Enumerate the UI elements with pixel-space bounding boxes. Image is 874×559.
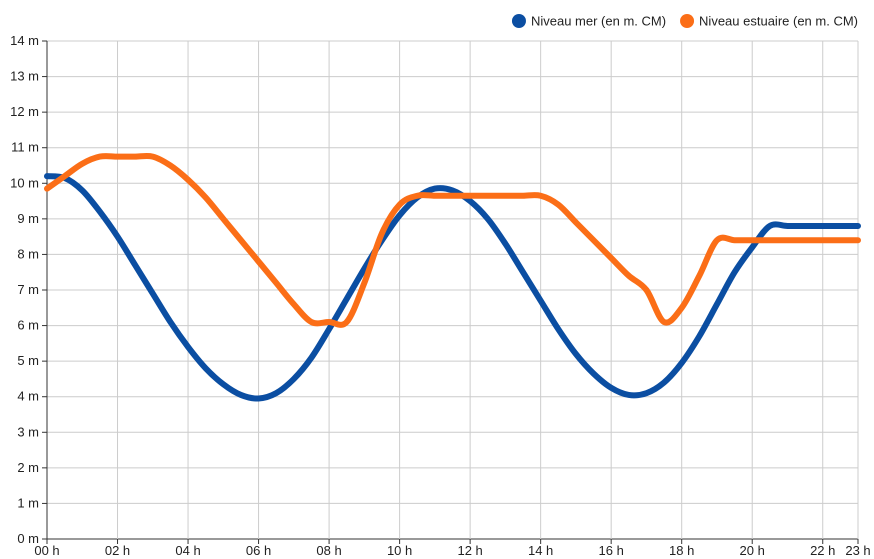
legend-label-niveau-estuaire-en-m-cm: Niveau estuaire (en m. CM) <box>699 14 858 29</box>
y-tick-label: 12 m <box>10 104 39 119</box>
x-tick-label: 10 h <box>387 543 412 558</box>
y-tick-label: 4 m <box>17 389 39 404</box>
x-tick-label: 14 h <box>528 543 553 558</box>
series-line-niveau-mer-en-m-cm <box>44 173 861 402</box>
x-tick-label: 18 h <box>669 543 694 558</box>
y-tick-label: 1 m <box>17 495 39 510</box>
y-tick-label: 13 m <box>10 69 39 84</box>
x-tick-label: 16 h <box>599 543 624 558</box>
series-line-niveau-estuaire-en-m-cm <box>44 152 861 328</box>
y-axis-ticks: 0 m 1 m 2 m 3 m 4 m 5 m 6 m 7 m 8 m 9 m 10 m 11 m 12… <box>10 33 39 546</box>
y-tick-label: 9 m <box>17 211 39 226</box>
x-tick-label: 02 h <box>105 543 130 558</box>
y-tick-label: 11 m <box>11 140 39 155</box>
y-tick-label: 3 m <box>17 424 39 439</box>
y-tick-label: 10 m <box>10 175 39 190</box>
series-group <box>44 152 861 402</box>
x-tick-label: 08 h <box>316 543 341 558</box>
x-tick-label: 00 h <box>34 543 59 558</box>
x-tick-label: 22 h <box>810 543 835 558</box>
legend-label-niveau-mer-en-m-cm: Niveau mer (en m. CM) <box>531 14 666 29</box>
x-tick-label: 20 h <box>740 543 765 558</box>
y-tick-label: 7 m <box>17 282 39 297</box>
x-axis-ticks: 00 h 02 h 04 h 06 h 08 h 10 h 12 h 14 h 16 h 18 h… <box>34 543 870 558</box>
x-tick-label: 23 h <box>845 543 870 558</box>
y-tick-label: 2 m <box>17 460 39 475</box>
y-tick-label: 14 m <box>10 33 39 48</box>
grid <box>42 40 859 544</box>
y-tick-label: 0 m <box>17 531 39 546</box>
x-tick-label: 06 h <box>246 543 271 558</box>
x-tick-label: 12 h <box>457 543 482 558</box>
y-tick-label: 8 m <box>17 246 39 261</box>
legend-swatch-niveau-mer-en-m-cm <box>511 14 526 28</box>
x-tick-label: 04 h <box>175 543 200 558</box>
legend: Niveau mer (en m. CM) Niveau estuaire (en… <box>511 14 858 29</box>
legend-swatch-niveau-estuaire-en-m-cm <box>680 14 695 28</box>
y-tick-label: 6 m <box>17 318 39 333</box>
y-tick-label: 5 m <box>17 353 39 368</box>
